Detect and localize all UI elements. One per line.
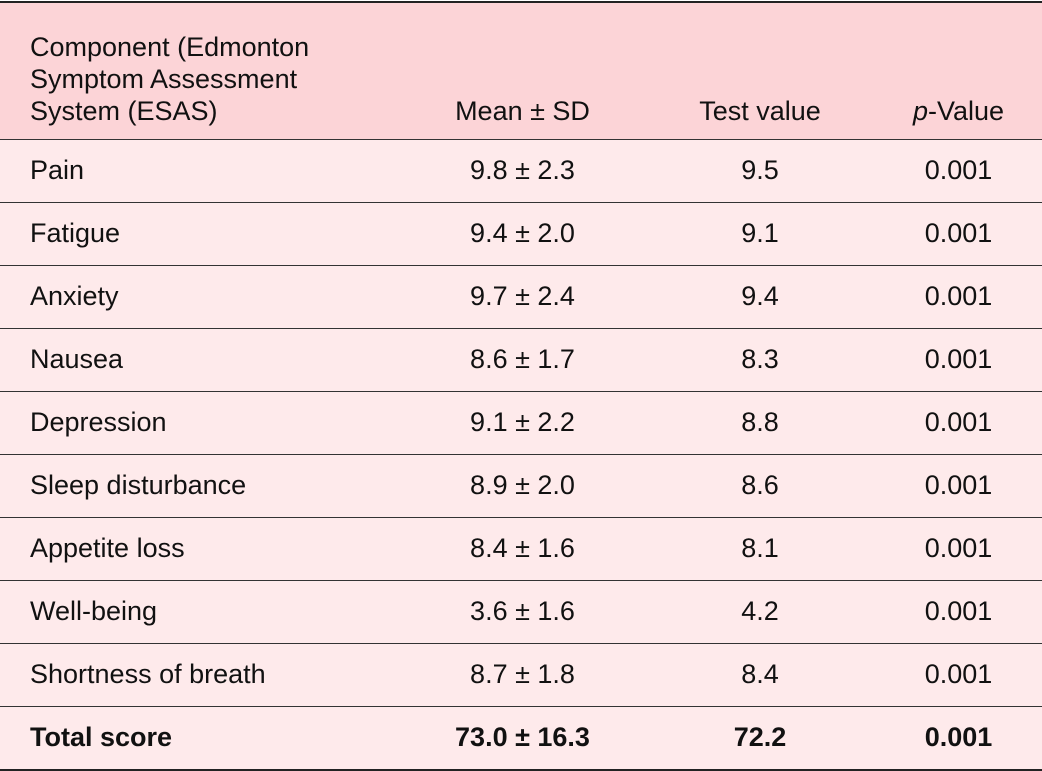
table-cell: 8.8 <box>645 390 875 454</box>
table-cell: 3.6 ± 1.6 <box>400 579 645 643</box>
table-cell: Depression <box>0 390 400 454</box>
table-cell: 0.001 <box>875 390 1042 454</box>
header-cell: Mean ± SD <box>400 2 645 139</box>
table-cell: Anxiety <box>0 264 400 328</box>
table-cell: 0.001 <box>875 705 1042 770</box>
table-cell: 9.1 ± 2.2 <box>400 390 645 454</box>
table-cell: 8.7 ± 1.8 <box>400 642 645 706</box>
table-cell: Shortness of breath <box>0 642 400 706</box>
table-cell: Sleep disturbance <box>0 453 400 517</box>
header-cell: p-Value <box>875 2 1042 139</box>
table-cell: 8.9 ± 2.0 <box>400 453 645 517</box>
table-header: Component (Edmonton Symptom Assessment S… <box>0 2 1042 139</box>
table-cell: 9.5 <box>645 138 875 202</box>
table-row: Shortness of breath 8.7 ± 1.8 8.4 0.001 <box>0 642 1042 706</box>
header-cell: Test value <box>645 2 875 139</box>
table-cell: 0.001 <box>875 516 1042 580</box>
table-row: Depression 9.1 ± 2.2 8.8 0.001 <box>0 390 1042 454</box>
table-row: Fatigue 9.4 ± 2.0 9.1 0.001 <box>0 201 1042 265</box>
table-cell: 0.001 <box>875 201 1042 265</box>
table-cell: 0.001 <box>875 579 1042 643</box>
table-cell: 4.2 <box>645 579 875 643</box>
table-cell: 0.001 <box>875 138 1042 202</box>
table-cell: 8.3 <box>645 327 875 391</box>
table-cell: Well-being <box>0 579 400 643</box>
table-cell: 8.6 <box>645 453 875 517</box>
table-cell: 8.6 ± 1.7 <box>400 327 645 391</box>
header-cell: Component (Edmonton Symptom Assessment S… <box>0 2 400 139</box>
table-row: Appetite loss 8.4 ± 1.6 8.1 0.001 <box>0 516 1042 580</box>
table-cell: 8.1 <box>645 516 875 580</box>
header-row: Component (Edmonton Symptom Assessment S… <box>0 2 1042 139</box>
table-row: Pain 9.8 ± 2.3 9.5 0.001 <box>0 138 1042 202</box>
table-cell: 8.4 <box>645 642 875 706</box>
table-cell: Pain <box>0 138 400 202</box>
table-row: Well-being 3.6 ± 1.6 4.2 0.001 <box>0 579 1042 643</box>
table-row: Total score 73.0 ± 16.3 72.2 0.001 <box>0 705 1042 770</box>
table-cell: 9.8 ± 2.3 <box>400 138 645 202</box>
table-row: Sleep disturbance 8.9 ± 2.0 8.6 0.001 <box>0 453 1042 517</box>
table-cell: Fatigue <box>0 201 400 265</box>
table-cell: 9.4 <box>645 264 875 328</box>
table-cell: 72.2 <box>645 705 875 770</box>
table-body: Pain 9.8 ± 2.3 9.5 0.001 Fatigue 9.4 ± 2.0 9.1… <box>0 138 1042 770</box>
table-cell: 9.7 ± 2.4 <box>400 264 645 328</box>
table-cell: 73.0 ± 16.3 <box>400 705 645 770</box>
table-cell: 0.001 <box>875 642 1042 706</box>
table-row: Nausea 8.6 ± 1.7 8.3 0.001 <box>0 327 1042 391</box>
table-cell: 0.001 <box>875 264 1042 328</box>
table-cell: Appetite loss <box>0 516 400 580</box>
table-cell: 0.001 <box>875 327 1042 391</box>
table-cell: 9.4 ± 2.0 <box>400 201 645 265</box>
table-cell: 8.4 ± 1.6 <box>400 516 645 580</box>
table-cell: Total score <box>0 705 400 770</box>
table-row: Anxiety 9.7 ± 2.4 9.4 0.001 <box>0 264 1042 328</box>
table-cell: 0.001 <box>875 453 1042 517</box>
table-cell: Nausea <box>0 327 400 391</box>
table-cell: 9.1 <box>645 201 875 265</box>
